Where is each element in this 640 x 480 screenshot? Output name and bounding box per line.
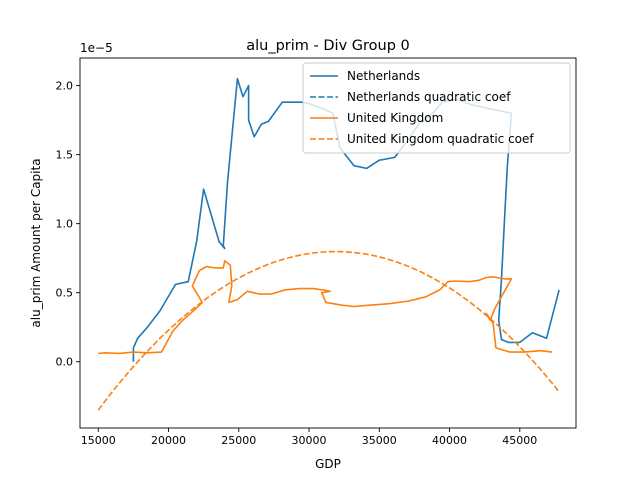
- y-tick-label: 0.5: [56, 287, 74, 300]
- axes-frame: [79, 57, 577, 429]
- y-tick-label: 0.0: [56, 356, 74, 369]
- y-axis-label: alu_prim Amount per Capita: [29, 158, 43, 327]
- legend: Netherlands Netherlands quadratic coef Uni…: [302, 62, 571, 154]
- axes: 15000 20000 25000 30000 35000 40000 45000 0.0 0.…: [56, 57, 577, 447]
- x-tick-label: 40000: [432, 434, 467, 447]
- y-tick-label: 1.0: [56, 218, 74, 231]
- legend-label-3: United Kingdom quadratic coef: [347, 132, 534, 146]
- y-tick-label: 1.5: [56, 149, 74, 162]
- legend-label-2: United Kingdom: [347, 111, 443, 125]
- y-tick-label: 2.0: [56, 80, 74, 93]
- series-line-3: [97, 250, 560, 411]
- x-tick-label: 20000: [151, 434, 186, 447]
- y-multiplier-label: 1e−5: [80, 41, 113, 55]
- x-tick-label: 45000: [502, 434, 537, 447]
- x-tick-label: 15000: [81, 434, 116, 447]
- x-tick-label: 25000: [221, 434, 256, 447]
- x-tick-label: 35000: [362, 434, 397, 447]
- legend-label-1: Netherlands quadratic coef: [347, 90, 511, 104]
- chart-title: alu_prim - Div Group 0: [246, 38, 410, 54]
- legend-box: [302, 62, 571, 154]
- x-axis-label: GDP: [315, 457, 341, 471]
- legend-label-0: Netherlands: [347, 69, 420, 83]
- x-tick-label: 30000: [292, 434, 327, 447]
